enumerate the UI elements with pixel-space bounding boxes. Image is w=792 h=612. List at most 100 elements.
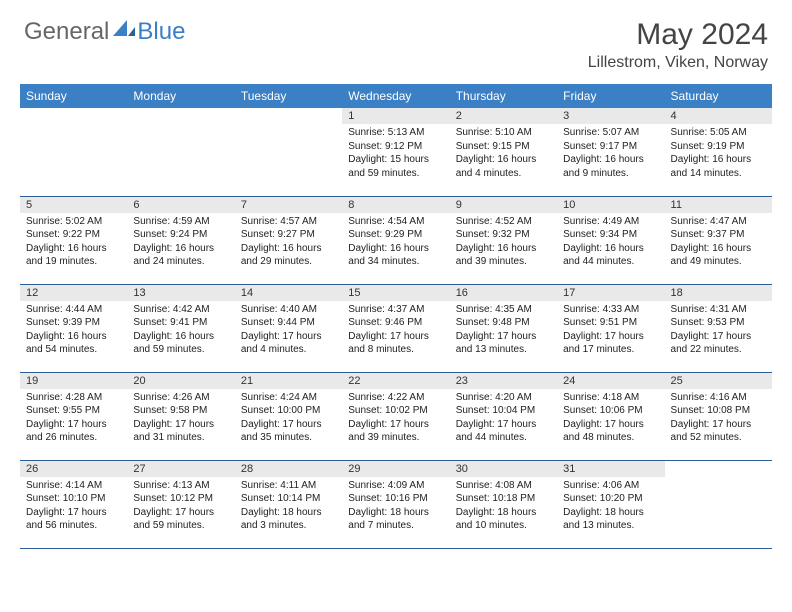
day-details: Sunrise: 5:05 AMSunset: 9:19 PMDaylight:… xyxy=(665,124,772,184)
logo-text-blue: Blue xyxy=(137,18,185,46)
weekday-header: Monday xyxy=(127,84,234,108)
day-details: Sunrise: 4:54 AMSunset: 9:29 PMDaylight:… xyxy=(342,213,449,273)
calendar-cell: 9Sunrise: 4:52 AMSunset: 9:32 PMDaylight… xyxy=(450,196,557,284)
day-number: 26 xyxy=(20,461,127,477)
calendar-head: SundayMondayTuesdayWednesdayThursdayFrid… xyxy=(20,84,772,108)
day-number: 22 xyxy=(342,373,449,389)
logo-sail-icon xyxy=(113,18,135,43)
weekday-header: Sunday xyxy=(20,84,127,108)
day-number: 6 xyxy=(127,197,234,213)
calendar-body: 1Sunrise: 5:13 AMSunset: 9:12 PMDaylight… xyxy=(20,108,772,548)
day-number: 21 xyxy=(235,373,342,389)
day-number: 13 xyxy=(127,285,234,301)
day-details: Sunrise: 4:22 AMSunset: 10:02 PMDaylight… xyxy=(342,389,449,449)
day-number: 1 xyxy=(342,108,449,124)
day-details: Sunrise: 4:16 AMSunset: 10:08 PMDaylight… xyxy=(665,389,772,449)
calendar-row: 19Sunrise: 4:28 AMSunset: 9:55 PMDayligh… xyxy=(20,372,772,460)
calendar-cell: 20Sunrise: 4:26 AMSunset: 9:58 PMDayligh… xyxy=(127,372,234,460)
calendar-row: 12Sunrise: 4:44 AMSunset: 9:39 PMDayligh… xyxy=(20,284,772,372)
day-details: Sunrise: 4:37 AMSunset: 9:46 PMDaylight:… xyxy=(342,301,449,361)
day-details: Sunrise: 4:08 AMSunset: 10:18 PMDaylight… xyxy=(450,477,557,537)
day-details: Sunrise: 4:59 AMSunset: 9:24 PMDaylight:… xyxy=(127,213,234,273)
day-details: Sunrise: 4:42 AMSunset: 9:41 PMDaylight:… xyxy=(127,301,234,361)
calendar-cell: 24Sunrise: 4:18 AMSunset: 10:06 PMDaylig… xyxy=(557,372,664,460)
header: General Blue May 2024 Lillestrom, Viken,… xyxy=(0,0,792,80)
day-details: Sunrise: 4:13 AMSunset: 10:12 PMDaylight… xyxy=(127,477,234,537)
day-details: Sunrise: 4:57 AMSunset: 9:27 PMDaylight:… xyxy=(235,213,342,273)
day-number: 29 xyxy=(342,461,449,477)
calendar-cell: 28Sunrise: 4:11 AMSunset: 10:14 PMDaylig… xyxy=(235,460,342,548)
calendar-cell: 1Sunrise: 5:13 AMSunset: 9:12 PMDaylight… xyxy=(342,108,449,196)
day-number: 10 xyxy=(557,197,664,213)
day-number: 2 xyxy=(450,108,557,124)
day-details: Sunrise: 5:02 AMSunset: 9:22 PMDaylight:… xyxy=(20,213,127,273)
calendar-cell: 6Sunrise: 4:59 AMSunset: 9:24 PMDaylight… xyxy=(127,196,234,284)
calendar-cell: 23Sunrise: 4:20 AMSunset: 10:04 PMDaylig… xyxy=(450,372,557,460)
weekday-header: Tuesday xyxy=(235,84,342,108)
day-number: 31 xyxy=(557,461,664,477)
calendar-row: 5Sunrise: 5:02 AMSunset: 9:22 PMDaylight… xyxy=(20,196,772,284)
calendar-cell: 30Sunrise: 4:08 AMSunset: 10:18 PMDaylig… xyxy=(450,460,557,548)
day-number: 12 xyxy=(20,285,127,301)
calendar-row: 26Sunrise: 4:14 AMSunset: 10:10 PMDaylig… xyxy=(20,460,772,548)
day-number: 23 xyxy=(450,373,557,389)
day-number: 14 xyxy=(235,285,342,301)
calendar-cell: 3Sunrise: 5:07 AMSunset: 9:17 PMDaylight… xyxy=(557,108,664,196)
day-number: 7 xyxy=(235,197,342,213)
calendar-cell: 10Sunrise: 4:49 AMSunset: 9:34 PMDayligh… xyxy=(557,196,664,284)
calendar-cell-empty xyxy=(665,460,772,548)
day-number: 27 xyxy=(127,461,234,477)
day-number: 16 xyxy=(450,285,557,301)
day-details: Sunrise: 5:10 AMSunset: 9:15 PMDaylight:… xyxy=(450,124,557,184)
day-details: Sunrise: 5:13 AMSunset: 9:12 PMDaylight:… xyxy=(342,124,449,184)
day-number: 28 xyxy=(235,461,342,477)
calendar-cell: 19Sunrise: 4:28 AMSunset: 9:55 PMDayligh… xyxy=(20,372,127,460)
day-details: Sunrise: 4:09 AMSunset: 10:16 PMDaylight… xyxy=(342,477,449,537)
day-details: Sunrise: 4:49 AMSunset: 9:34 PMDaylight:… xyxy=(557,213,664,273)
day-details: Sunrise: 4:11 AMSunset: 10:14 PMDaylight… xyxy=(235,477,342,537)
day-details: Sunrise: 4:28 AMSunset: 9:55 PMDaylight:… xyxy=(20,389,127,449)
calendar-cell: 31Sunrise: 4:06 AMSunset: 10:20 PMDaylig… xyxy=(557,460,664,548)
day-details: Sunrise: 4:44 AMSunset: 9:39 PMDaylight:… xyxy=(20,301,127,361)
day-number: 15 xyxy=(342,285,449,301)
calendar-cell-empty xyxy=(235,108,342,196)
calendar-cell: 2Sunrise: 5:10 AMSunset: 9:15 PMDaylight… xyxy=(450,108,557,196)
day-number: 3 xyxy=(557,108,664,124)
location: Lillestrom, Viken, Norway xyxy=(588,54,768,72)
day-details: Sunrise: 4:40 AMSunset: 9:44 PMDaylight:… xyxy=(235,301,342,361)
logo: General Blue xyxy=(24,18,185,46)
calendar-table: SundayMondayTuesdayWednesdayThursdayFrid… xyxy=(20,84,772,549)
day-number: 8 xyxy=(342,197,449,213)
month-title: May 2024 xyxy=(588,18,768,52)
day-number: 17 xyxy=(557,285,664,301)
calendar-cell: 27Sunrise: 4:13 AMSunset: 10:12 PMDaylig… xyxy=(127,460,234,548)
day-details: Sunrise: 4:06 AMSunset: 10:20 PMDaylight… xyxy=(557,477,664,537)
calendar-cell: 14Sunrise: 4:40 AMSunset: 9:44 PMDayligh… xyxy=(235,284,342,372)
day-number: 5 xyxy=(20,197,127,213)
calendar-cell: 16Sunrise: 4:35 AMSunset: 9:48 PMDayligh… xyxy=(450,284,557,372)
weekday-header: Wednesday xyxy=(342,84,449,108)
calendar-cell: 18Sunrise: 4:31 AMSunset: 9:53 PMDayligh… xyxy=(665,284,772,372)
calendar-cell: 22Sunrise: 4:22 AMSunset: 10:02 PMDaylig… xyxy=(342,372,449,460)
day-details: Sunrise: 5:07 AMSunset: 9:17 PMDaylight:… xyxy=(557,124,664,184)
calendar-cell: 25Sunrise: 4:16 AMSunset: 10:08 PMDaylig… xyxy=(665,372,772,460)
calendar-cell: 11Sunrise: 4:47 AMSunset: 9:37 PMDayligh… xyxy=(665,196,772,284)
day-number: 4 xyxy=(665,108,772,124)
calendar-cell: 21Sunrise: 4:24 AMSunset: 10:00 PMDaylig… xyxy=(235,372,342,460)
calendar-cell: 26Sunrise: 4:14 AMSunset: 10:10 PMDaylig… xyxy=(20,460,127,548)
day-details: Sunrise: 4:33 AMSunset: 9:51 PMDaylight:… xyxy=(557,301,664,361)
day-number: 24 xyxy=(557,373,664,389)
calendar-cell: 5Sunrise: 5:02 AMSunset: 9:22 PMDaylight… xyxy=(20,196,127,284)
calendar-cell: 15Sunrise: 4:37 AMSunset: 9:46 PMDayligh… xyxy=(342,284,449,372)
day-details: Sunrise: 4:31 AMSunset: 9:53 PMDaylight:… xyxy=(665,301,772,361)
day-details: Sunrise: 4:14 AMSunset: 10:10 PMDaylight… xyxy=(20,477,127,537)
day-details: Sunrise: 4:26 AMSunset: 9:58 PMDaylight:… xyxy=(127,389,234,449)
day-number: 18 xyxy=(665,285,772,301)
calendar-cell: 8Sunrise: 4:54 AMSunset: 9:29 PMDaylight… xyxy=(342,196,449,284)
day-number: 11 xyxy=(665,197,772,213)
day-number: 25 xyxy=(665,373,772,389)
calendar-cell: 12Sunrise: 4:44 AMSunset: 9:39 PMDayligh… xyxy=(20,284,127,372)
day-details: Sunrise: 4:24 AMSunset: 10:00 PMDaylight… xyxy=(235,389,342,449)
day-number: 20 xyxy=(127,373,234,389)
calendar-cell: 7Sunrise: 4:57 AMSunset: 9:27 PMDaylight… xyxy=(235,196,342,284)
